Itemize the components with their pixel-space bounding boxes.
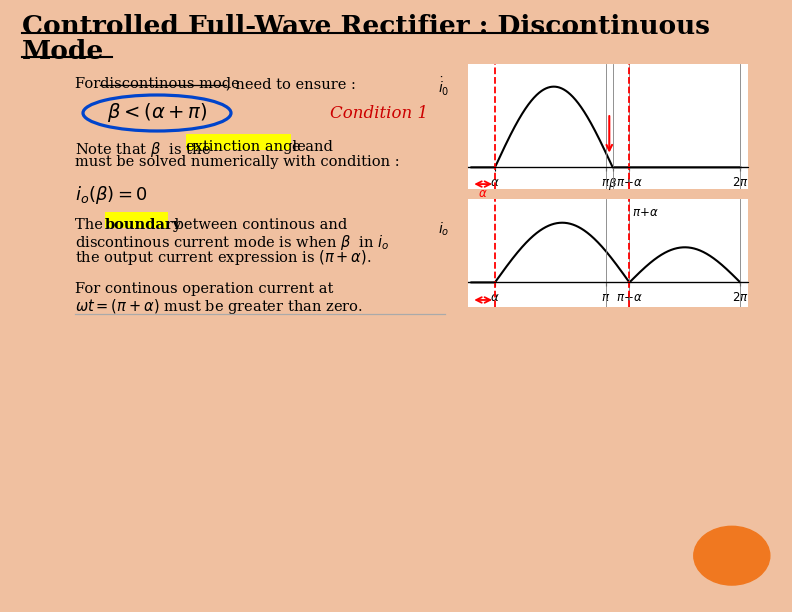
Text: must be solved numerically with condition :: must be solved numerically with conditio… — [75, 155, 400, 169]
Text: $\dot{i}_0$: $\dot{i}_0$ — [438, 76, 449, 98]
Text: $\omega t = (\pi + \alpha)$ must be greater than zero.: $\omega t = (\pi + \alpha)$ must be grea… — [75, 297, 363, 316]
Text: $i_o(\beta) = 0$: $i_o(\beta) = 0$ — [75, 184, 148, 206]
Text: e and: e and — [292, 140, 333, 154]
Text: $\pi\!+\!\alpha$: $\pi\!+\!\alpha$ — [631, 206, 659, 218]
Text: the output current expression is $(\pi + \alpha)$.: the output current expression is $(\pi +… — [75, 248, 371, 267]
Text: discontinous current mode is when $\beta$  in $i_o$: discontinous current mode is when $\beta… — [75, 233, 390, 252]
Text: extinction angle: extinction angle — [186, 140, 306, 154]
Text: discontinous mode: discontinous mode — [100, 77, 240, 91]
Text: Controlled Full-Wave Rectifier : Discontinuous: Controlled Full-Wave Rectifier : Discont… — [22, 14, 710, 39]
Text: boundary: boundary — [105, 218, 182, 232]
Text: Condition 1: Condition 1 — [330, 105, 428, 122]
Text: $\beta < (\alpha + \pi)$: $\beta < (\alpha + \pi)$ — [107, 102, 208, 124]
Text: $\alpha$: $\alpha$ — [478, 187, 488, 200]
Text: The: The — [75, 218, 108, 232]
Text: $i_o$: $i_o$ — [438, 221, 449, 239]
Text: For continous operation current at: For continous operation current at — [75, 282, 333, 296]
FancyBboxPatch shape — [185, 133, 291, 149]
Text: Note that $\beta$  is the: Note that $\beta$ is the — [75, 140, 211, 159]
Text: between continous and: between continous and — [170, 218, 347, 232]
Text: Mode: Mode — [22, 39, 105, 64]
Text: For: For — [75, 77, 105, 91]
FancyBboxPatch shape — [105, 212, 167, 228]
Text: , need to ensure :: , need to ensure : — [226, 77, 356, 91]
